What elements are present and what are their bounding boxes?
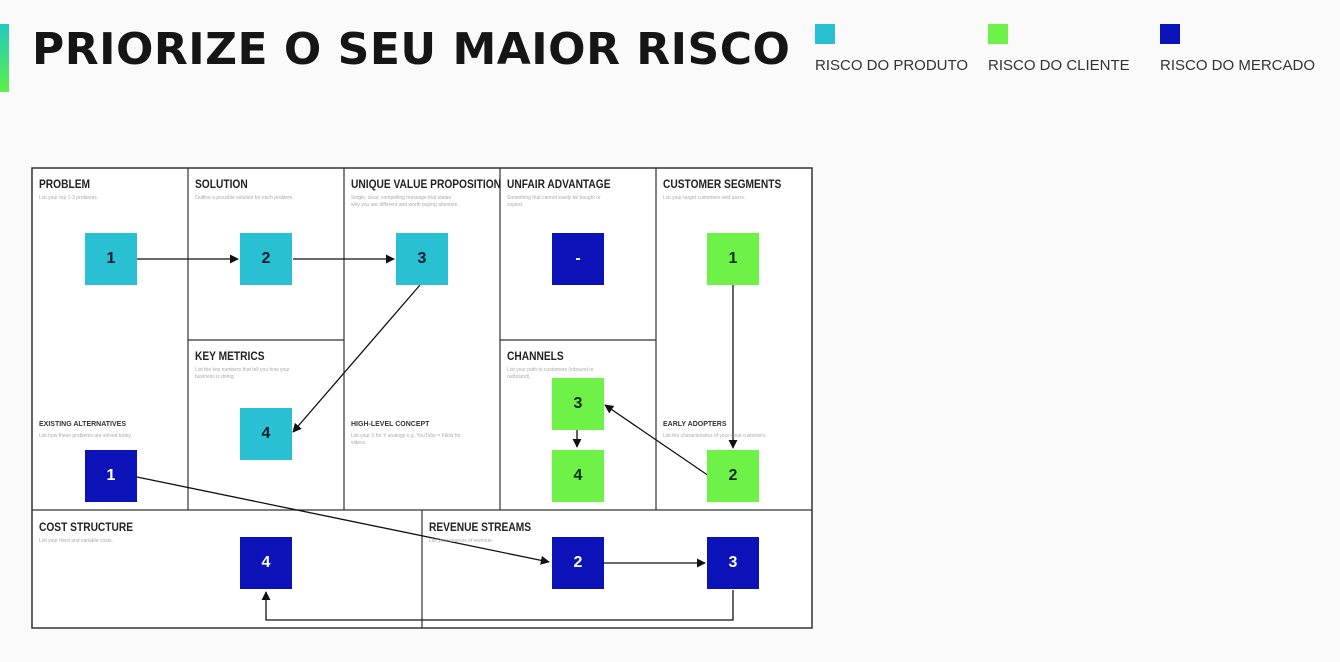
risk-box-existing-alternatives: 1 bbox=[85, 450, 137, 502]
risk-box-uvp: 3 bbox=[396, 233, 448, 285]
legend-swatch-produto bbox=[815, 24, 835, 44]
cell-desc-unfair-advantage: Something that cannot easily be bought o… bbox=[507, 195, 601, 208]
risk-box-channels-bottom: 4 bbox=[552, 450, 604, 502]
risk-box-key-metrics: 4 bbox=[240, 408, 292, 460]
risk-box-revenue-right: 3 bbox=[707, 537, 759, 589]
cell-desc-cost-structure: List your fixed and variable costs. bbox=[39, 538, 113, 544]
cell-desc-revenue-streams: List your sources of revenue. bbox=[429, 538, 494, 544]
cell-desc-high-level-concept: List your X for Y analogy e.g. YouTube =… bbox=[351, 433, 461, 446]
risk-box-cost-structure: 4 bbox=[240, 537, 292, 589]
cell-subtitle-existing-alternatives: EXISTING ALTERNATIVES bbox=[39, 421, 126, 428]
arrow-uvp-to-metrics bbox=[292, 284, 421, 433]
legend-swatch-mercado bbox=[1160, 24, 1180, 44]
risk-box-early-adopters: 2 bbox=[707, 450, 759, 502]
cell-title-revenue-streams: REVENUE STREAMS bbox=[429, 520, 532, 534]
arrow-adopters-to-channels bbox=[604, 404, 710, 477]
legend-label-produto: RISCO DO PRODUTO bbox=[815, 57, 969, 74]
cell-title-customer-segments: CUSTOMER SEGMENTS bbox=[663, 177, 782, 191]
cell-subtitle-early-adopters: EARLY ADOPTERS bbox=[663, 421, 727, 428]
cell-desc-early-adopters: List the characteristics of your ideal c… bbox=[663, 433, 767, 439]
page-title: PRIORIZE O SEU MAIOR RISCO bbox=[32, 24, 791, 75]
risk-box-solution: 2 bbox=[240, 233, 292, 285]
cell-title-solution: SOLUTION bbox=[195, 177, 248, 191]
cell-subtitle-high-level-concept: HIGH-LEVEL CONCEPT bbox=[351, 421, 430, 428]
cell-desc-key-metrics: List the key numbers that tell you how y… bbox=[195, 367, 290, 380]
risk-box-problem: 1 bbox=[85, 233, 137, 285]
cell-desc-solution: Outline a possible solution for each pro… bbox=[195, 195, 294, 201]
cell-desc-channels: List your path to customers (inbound or … bbox=[507, 367, 594, 380]
cell-title-unfair-advantage: UNFAIR ADVANTAGE bbox=[507, 177, 611, 191]
cell-desc-customer-segments: List your target customers and users. bbox=[663, 195, 746, 201]
risk-box-revenue-left: 2 bbox=[552, 537, 604, 589]
legend-swatch-cliente bbox=[988, 24, 1008, 44]
risk-box-channels-top: 3 bbox=[552, 378, 604, 430]
cell-title-uvp: UNIQUE VALUE PROPOSITION bbox=[351, 177, 501, 191]
cell-title-problem: PROBLEM bbox=[39, 177, 90, 191]
cell-title-channels: CHANNELS bbox=[507, 349, 564, 363]
risk-box-unfair-advantage: - bbox=[552, 233, 604, 285]
cell-desc-existing-alternatives: List how these problems are solved today… bbox=[39, 433, 133, 439]
cell-desc-uvp: Single, clear, compelling message that s… bbox=[351, 195, 459, 208]
risk-box-customer-segments: 1 bbox=[707, 233, 759, 285]
cell-title-cost-structure: COST STRUCTURE bbox=[39, 520, 134, 534]
arrow-alternatives-to-revenue bbox=[136, 476, 550, 565]
cell-desc-problem: List your top 1-3 problems. bbox=[39, 195, 99, 201]
arrow-revenue-to-cost bbox=[261, 590, 734, 621]
title-accent-bar bbox=[0, 24, 9, 92]
legend-label-cliente: RISCO DO CLIENTE bbox=[988, 57, 1130, 74]
cell-title-key-metrics: KEY METRICS bbox=[195, 349, 265, 363]
legend-label-mercado: RISCO DO MERCADO bbox=[1160, 57, 1316, 74]
